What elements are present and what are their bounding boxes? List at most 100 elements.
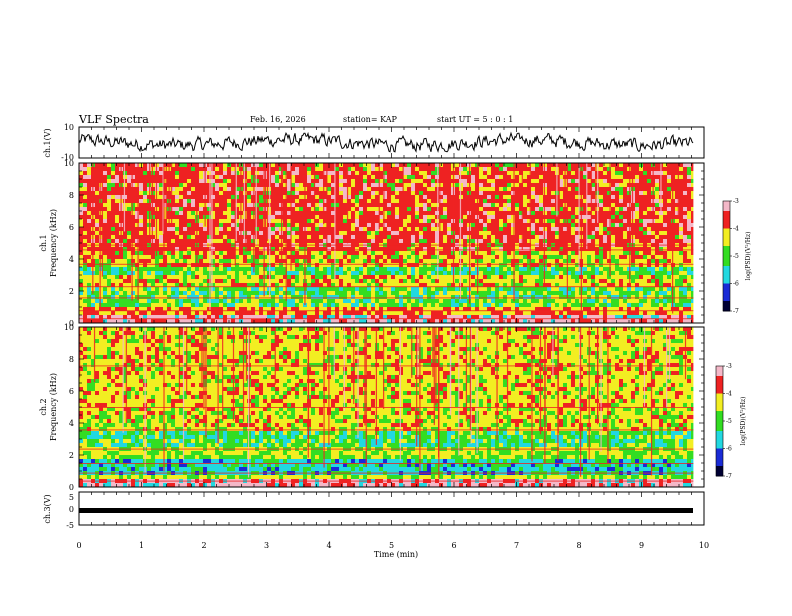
spectrogram-cell — [339, 227, 343, 231]
spectrogram-cell — [479, 191, 483, 195]
spectrogram-cell — [479, 271, 483, 275]
spectrogram-cell — [259, 319, 263, 323]
spectrogram-cell — [551, 275, 555, 279]
spectrogram-cell — [255, 319, 259, 323]
spectrogram-cell — [531, 167, 535, 171]
spectrogram-cell — [175, 255, 179, 259]
spectrogram-cell — [523, 195, 527, 199]
spectrogram-cell — [339, 187, 343, 191]
spectrogram-cell — [399, 275, 403, 279]
spectrogram-cell — [159, 263, 163, 267]
spectrogram-cell — [171, 299, 175, 303]
spectrogram-cell — [547, 223, 551, 227]
spectrogram-cell — [423, 163, 427, 167]
spectrogram-cell — [491, 311, 495, 315]
spectrogram-cell — [383, 239, 387, 243]
spectrogram-cell — [215, 219, 219, 223]
spectrogram-cell — [167, 231, 171, 235]
spectrogram-cell — [223, 219, 227, 223]
spectrogram-cell — [495, 199, 499, 203]
spectrogram-cell — [519, 255, 523, 259]
spectrogram-cell — [391, 259, 395, 263]
spectrogram-cell — [243, 271, 247, 275]
spectrogram-cell — [327, 179, 331, 183]
spectrogram-cell — [143, 291, 147, 295]
spectrogram-cell — [239, 255, 243, 259]
spectrogram-cell — [415, 279, 419, 283]
spectrogram-cell — [495, 259, 499, 263]
spectrogram-cell — [403, 291, 407, 295]
spectrogram-cell — [407, 183, 411, 187]
spectrogram-cell — [375, 235, 379, 239]
spectrogram-cell — [159, 271, 163, 275]
spectrogram-cell — [399, 175, 403, 179]
spectrogram-cell — [95, 207, 99, 211]
spectrogram-cell — [275, 179, 279, 183]
spectrogram-cell — [175, 199, 179, 203]
spectrogram-cell — [307, 195, 311, 199]
spectrogram-cell — [499, 183, 503, 187]
spectrogram-cell — [367, 299, 371, 303]
spectrogram-cell — [87, 203, 91, 207]
spectrogram-cell — [431, 231, 435, 235]
spectrogram-cell — [539, 215, 543, 219]
spectrogram-cell — [199, 231, 203, 235]
spectrogram-cell — [299, 163, 303, 167]
spectrogram-cell — [95, 203, 99, 207]
spectrogram-cell — [383, 287, 387, 291]
spectrogram-cell — [275, 195, 279, 199]
spectrogram-cell — [443, 227, 447, 231]
spectrogram-cell — [295, 215, 299, 219]
spectrogram-cell — [107, 215, 111, 219]
spectrogram-cell — [83, 235, 87, 239]
spectrogram-cell — [375, 191, 379, 195]
ch1-waveform-trace — [79, 133, 693, 152]
spectrogram-cell — [495, 203, 499, 207]
spectrogram-cell — [435, 255, 439, 259]
spectrogram-cell — [183, 223, 187, 227]
spectrogram-cell — [187, 207, 191, 211]
spectrogram-cell — [527, 279, 531, 283]
spectrogram-cell — [419, 275, 423, 279]
spectrogram-cell — [475, 287, 479, 291]
spectrogram-cell — [359, 275, 363, 279]
spectrogram-cell — [411, 219, 415, 223]
spectrogram-cell — [279, 227, 283, 231]
spectrogram-cell — [187, 171, 191, 175]
spectrogram-cell — [303, 319, 307, 323]
spectrogram-cell — [483, 311, 487, 315]
spectrogram-cell — [359, 299, 363, 303]
spectrogram-cell — [551, 207, 555, 211]
spectrogram-cell — [203, 271, 207, 275]
spectrogram-cell — [395, 203, 399, 207]
spectrogram-cell — [387, 227, 391, 231]
spectrogram-cell — [347, 263, 351, 267]
spectrogram-cell — [383, 291, 387, 295]
spectrogram-cell — [555, 279, 559, 283]
spectrogram-cell — [379, 259, 383, 263]
spectrogram-cell — [375, 319, 379, 323]
spectrogram-cell — [291, 287, 295, 291]
spectrogram-cell — [355, 231, 359, 235]
spectrogram-cell — [463, 199, 467, 203]
spectrogram-cell — [431, 223, 435, 227]
spectrogram-cell — [259, 171, 263, 175]
spectrogram-cell — [255, 199, 259, 203]
spectrogram-cell — [103, 187, 107, 191]
spectrogram-cell — [179, 319, 183, 323]
spectrogram-cell — [227, 179, 231, 183]
spectrogram-cell — [83, 199, 87, 203]
spectrogram-cell — [171, 275, 175, 279]
spectrogram-cell — [79, 227, 83, 231]
spectrogram-cell — [483, 303, 487, 307]
spectrogram-cell — [167, 275, 171, 279]
spectrogram-cell — [563, 271, 567, 275]
spectrogram-cell — [327, 171, 331, 175]
spectrogram-cell — [175, 223, 179, 227]
spectrogram-cell — [463, 223, 467, 227]
spectrogram-cell — [187, 219, 191, 223]
spectrogram-cell — [219, 223, 223, 227]
spectrogram-cell — [495, 275, 499, 279]
spectrogram-cell — [203, 235, 207, 239]
spectrogram-cell — [259, 163, 263, 167]
